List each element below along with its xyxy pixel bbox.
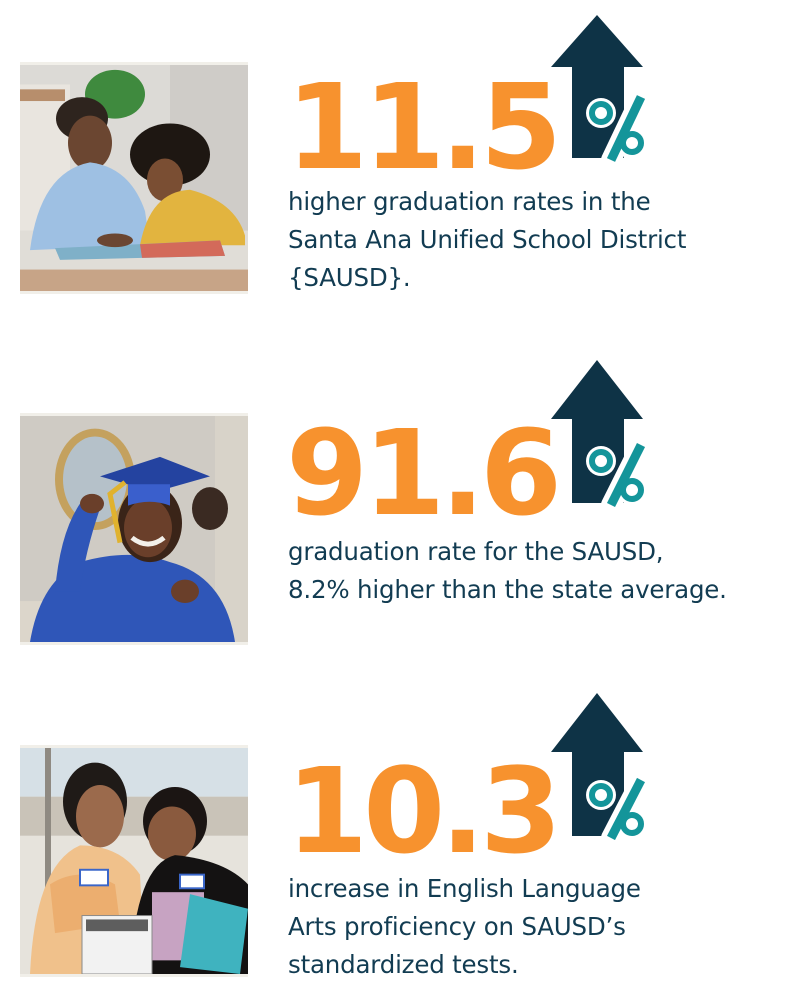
caption-line: graduation rate for the SAUSD, <box>288 537 664 566</box>
stat-value: 11.5 <box>286 58 562 196</box>
caption-line: increase in English Language <box>288 874 641 903</box>
stat-graduation-increase: 11.5 higher graduation rates in the Sant… <box>0 0 810 320</box>
caption-line: 8.2% higher than the state average. <box>288 575 727 604</box>
caption-line: Arts proficiency on SAUSD’s <box>288 912 626 941</box>
stat-ela-proficiency: 10.3 increase in English Language Arts p… <box>0 680 810 1000</box>
stat-caption: graduation rate for the SAUSD, 8.2% high… <box>288 533 727 609</box>
up-arrow-percent-icon <box>551 360 648 507</box>
caption-line: standardized tests. <box>288 950 519 979</box>
graduate-in-cap-and-gown-photo <box>20 413 248 645</box>
stat-caption: higher graduation rates in the Santa Ana… <box>288 183 686 297</box>
stat-caption: increase in English Language Arts profic… <box>288 870 641 984</box>
two-women-holding-books-photo <box>20 745 248 977</box>
up-arrow-percent-icon <box>551 15 648 162</box>
caption-line: {SAUSD}. <box>288 263 411 292</box>
stat-value: 91.6 <box>286 404 562 542</box>
caption-line: higher graduation rates in the <box>288 187 651 216</box>
caption-line: Santa Ana Unified School District <box>288 225 687 254</box>
stat-graduation-rate: 91.6 graduation rate for the SAUSD, 8.2%… <box>0 340 810 660</box>
father-and-child-reading-photo <box>20 62 248 294</box>
up-arrow-percent-icon <box>551 693 648 840</box>
stat-value: 10.3 <box>286 742 562 880</box>
